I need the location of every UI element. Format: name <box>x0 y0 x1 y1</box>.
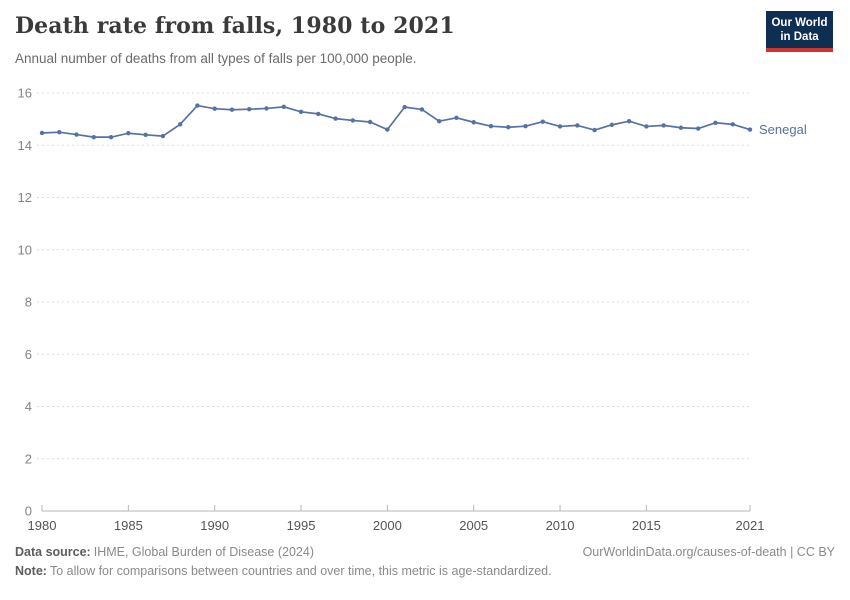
x-tick-label: 2021 <box>736 518 765 533</box>
data-point[interactable] <box>385 127 390 132</box>
data-source: Data source: IHME, Global Burden of Disea… <box>15 545 314 559</box>
data-point[interactable] <box>264 106 269 111</box>
data-point[interactable] <box>557 124 563 129</box>
x-tick-label: 1995 <box>287 518 316 533</box>
x-tick-label: 2005 <box>459 518 488 533</box>
chart-note: Note: To allow for comparisons between co… <box>15 564 835 578</box>
data-point[interactable] <box>57 129 62 135</box>
y-tick-label: 12 <box>18 190 32 205</box>
data-point[interactable] <box>316 111 321 117</box>
data-point[interactable] <box>730 122 735 127</box>
x-tick-label: 2015 <box>632 518 661 533</box>
data-point[interactable] <box>298 109 304 115</box>
data-point[interactable] <box>108 134 114 140</box>
data-point[interactable] <box>540 119 545 124</box>
data-point[interactable] <box>695 126 701 131</box>
y-tick-label: 8 <box>25 295 32 310</box>
senegal-series-line[interactable] <box>41 104 751 139</box>
data-point[interactable] <box>143 132 148 137</box>
data-point[interactable] <box>661 123 666 128</box>
data-point[interactable] <box>74 132 79 137</box>
y-tick-label: 2 <box>25 451 32 466</box>
data-source-label: Data source: <box>15 545 91 559</box>
y-tick-label: 6 <box>25 347 32 362</box>
data-point[interactable] <box>436 119 442 124</box>
line-chart-area[interactable]: 0 2 4 6 8 10 12 14 16 1980 1985 1990 1995 2000 2005 201… <box>0 78 850 545</box>
data-point[interactable] <box>195 103 200 108</box>
x-tick-label: 1980 <box>28 518 57 533</box>
data-point[interactable] <box>592 127 597 133</box>
x-tick-label: 1985 <box>114 518 143 533</box>
y-tick-label: 14 <box>18 138 32 153</box>
data-point[interactable] <box>644 124 649 129</box>
data-point[interactable] <box>402 104 407 110</box>
data-source-text: IHME, Global Burden of Disease (2024) <box>93 545 314 559</box>
x-tick-label: 2000 <box>373 518 402 533</box>
owid-citation-link[interactable]: OurWorldinData.org/causes-of-death | CC … <box>582 545 835 559</box>
chart-footer: Data source: IHME, Global Burden of Disea… <box>15 545 835 578</box>
data-point[interactable] <box>229 107 235 112</box>
y-tick-label: 4 <box>25 399 32 414</box>
data-point[interactable] <box>91 134 97 140</box>
data-point[interactable] <box>488 123 494 129</box>
y-tick-label: 0 <box>25 504 32 519</box>
data-point[interactable] <box>454 115 459 121</box>
data-point[interactable] <box>506 125 511 130</box>
data-point[interactable] <box>523 123 528 129</box>
data-point[interactable] <box>212 106 217 111</box>
page-title: Death rate from falls, 1980 to 2021 <box>15 13 455 39</box>
data-point[interactable] <box>350 118 356 123</box>
data-point[interactable] <box>160 133 166 139</box>
data-point[interactable] <box>609 122 615 128</box>
data-point[interactable] <box>419 107 425 112</box>
x-tick-label: 2010 <box>546 518 575 533</box>
data-point[interactable] <box>177 122 183 127</box>
data-point[interactable] <box>281 104 286 110</box>
data-point[interactable] <box>367 119 373 125</box>
owid-logo-line1: Our World <box>771 17 828 29</box>
data-point[interactable] <box>626 119 632 124</box>
data-point[interactable] <box>471 120 476 125</box>
chart-svg: 0 2 4 6 8 10 12 14 16 1980 1985 1990 1995 2000 2005 201… <box>18 86 807 534</box>
owid-logo[interactable]: Our World in Data <box>766 11 833 52</box>
note-label: Note: <box>15 564 47 578</box>
data-point[interactable] <box>39 130 45 136</box>
note-text: To allow for comparisons between countri… <box>49 564 552 578</box>
data-point[interactable] <box>747 127 753 132</box>
data-point[interactable] <box>713 120 718 125</box>
data-point[interactable] <box>678 125 684 130</box>
data-point[interactable] <box>575 123 580 128</box>
data-point[interactable] <box>247 106 252 112</box>
chart-subtitle: Annual number of deaths from all types o… <box>15 51 417 66</box>
data-point[interactable] <box>333 116 338 121</box>
x-tick-label: 1990 <box>200 518 229 533</box>
data-point[interactable] <box>126 131 131 136</box>
y-tick-label: 16 <box>18 86 32 101</box>
y-tick-label: 10 <box>18 242 32 257</box>
series-label-senegal[interactable]: Senegal <box>759 122 807 137</box>
owid-logo-line2: in Data <box>780 30 819 43</box>
